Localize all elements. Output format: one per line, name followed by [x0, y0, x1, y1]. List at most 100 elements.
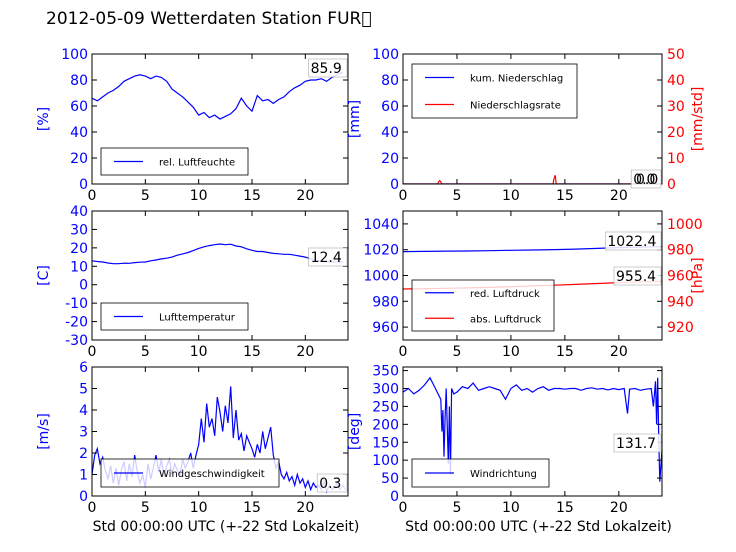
temperature-ytick-label-7: 40	[70, 204, 88, 220]
humidity-panel: 0 5 10 15 20 0 20 40 60 80 100 [%] rel. Luftfeuchte 8…	[36, 47, 349, 204]
pressure-ytick-label-3: 1020	[363, 243, 399, 259]
wind-speed-ytick-label-3: 3	[79, 425, 88, 441]
wind-speed-legend-box	[100, 458, 280, 488]
humidity-xtick-label-2: 10	[190, 188, 208, 204]
temperature-value-box: 12.4	[308, 247, 348, 267]
precipitation-value-box-2-text: 0.0	[636, 172, 658, 188]
pressure-xtick-label-4: 20	[610, 344, 628, 360]
wind-direction-value-box-text: 131.7	[616, 436, 656, 452]
temperature-ytick-label-0: -30	[65, 333, 88, 349]
pressure-xtick-label-2: 10	[502, 344, 520, 360]
precipitation-y2tick-label-4: 40	[667, 73, 685, 89]
pressure-value-box-2-text: 955.4	[616, 269, 656, 285]
humidity-value-box: 85.9	[308, 58, 348, 78]
wind-speed-ytick-label-1: 1	[79, 468, 88, 484]
wind-direction-ytick-label-7: 350	[372, 364, 399, 380]
precipitation-ytick-label-1: 20	[381, 151, 399, 167]
temperature-xtick-label-3: 15	[243, 344, 261, 360]
wind-direction-xtick-label-2: 10	[502, 500, 520, 516]
wind-speed-ytick-label-0: 0	[79, 489, 88, 505]
wind-direction-legend-label-0: Windrichtung	[470, 469, 537, 480]
wind-speed-xtick-label-2: 10	[190, 500, 208, 516]
wind-direction-value-box: 131.7	[613, 433, 662, 453]
precipitation-xtick-label-4: 20	[610, 188, 628, 204]
pressure-legend-label-0: red. Luftdruck	[470, 289, 540, 300]
wind-direction-xtick-label-4: 20	[610, 500, 628, 516]
humidity-legend: rel. Luftfeuchte	[100, 147, 249, 176]
humidity-xtick-label-1: 5	[141, 188, 150, 204]
pressure-value-box-text: 1022.4	[607, 234, 656, 250]
pressure-legend-box	[411, 279, 555, 332]
precipitation-legend: kum. Niederschlag Niederschlagsrate	[411, 63, 578, 119]
pressure-ytick-label-2: 1000	[363, 269, 399, 285]
temperature-ytick-label-3: 0	[79, 278, 88, 294]
pressure-value-box: 1022.4	[605, 231, 662, 251]
precipitation-panel: 0 5 10 15 20 0 20 40 60 80 100 0 10 20 30 40 50 [mm] [mm/s…	[347, 47, 706, 204]
temperature-ytick-label-2: -10	[65, 296, 88, 312]
precipitation-ylabel: [mm]	[347, 100, 363, 138]
wind-direction-ytick-label-5: 250	[372, 399, 399, 415]
pressure-xtick-label-1: 5	[452, 344, 461, 360]
precipitation-y2tick-label-1: 10	[667, 151, 685, 167]
humidity-xtick-label-4: 20	[296, 188, 314, 204]
precipitation-ytick-label-0: 0	[390, 177, 399, 193]
wind-speed-xtick-label-3: 15	[243, 500, 261, 516]
temperature-xtick-label-0: 0	[88, 344, 97, 360]
wind-speed-legend: Windgeschwindigkeit	[100, 458, 280, 488]
precipitation-xtick-label-0: 0	[399, 188, 408, 204]
precipitation-xtick-label-3: 15	[556, 188, 574, 204]
humidity-ylabel: [%]	[36, 107, 52, 131]
temperature-legend-label-0: Lufttemperatur	[159, 313, 236, 324]
wind-speed-value-box-text: 0.3	[319, 476, 341, 492]
humidity-ytick-label-4: 80	[70, 73, 88, 89]
temperature-xtick-label-4: 20	[296, 344, 314, 360]
wind-direction-value-box-frame	[613, 433, 662, 453]
precipitation-value-box-frame	[630, 169, 662, 189]
pressure-y2label: [hPa]	[690, 257, 706, 293]
pressure-ytick-label-4: 1040	[363, 217, 399, 233]
precipitation-ytick-label-3: 60	[381, 99, 399, 115]
pressure-xtick-label-0: 0	[399, 344, 408, 360]
precipitation-legend-box	[411, 63, 578, 119]
precipitation-legend-label-1: Niederschlagsrate	[470, 101, 561, 112]
wind-speed-ylabel: [m/s]	[36, 413, 52, 450]
temperature-value-box-text: 12.4	[311, 250, 342, 266]
wind-speed-xlabel: Std 00:00:00 UTC (+-22 Std Lokalzeit)	[93, 519, 360, 535]
wind-speed-ytick-label-6: 6	[79, 360, 88, 376]
precipitation-xtick-label-1: 5	[452, 188, 461, 204]
wind-speed-legend-label-0: Windgeschwindigkeit	[159, 469, 265, 480]
figure-title: 2012-05-09 Wetterdaten Station FUR 	[46, 9, 372, 29]
humidity-xtick-label-3: 15	[243, 188, 261, 204]
pressure-y2tick-label-3: 980	[667, 243, 694, 259]
pressure-value-box-frame	[605, 231, 662, 251]
wind-direction-legend: Windrichtung	[411, 458, 550, 488]
temperature-ylabel: [C]	[36, 265, 52, 286]
pressure-y2tick-label-2: 960	[667, 269, 694, 285]
wind-direction-series-line-0	[403, 376, 662, 482]
pressure-ytick-label-1: 980	[372, 294, 399, 310]
precipitation-y2tick-label-2: 20	[667, 125, 685, 141]
humidity-series-line-0	[92, 71, 343, 120]
pressure-y2tick-label-0: 920	[667, 320, 694, 336]
precipitation-xtick-label-2: 10	[502, 188, 520, 204]
wind-speed-value-box-frame	[316, 473, 348, 493]
humidity-ytick-label-5: 100	[61, 47, 88, 63]
pressure-ytick-label-0: 960	[372, 320, 399, 336]
wind-direction-xtick-label-1: 5	[452, 500, 461, 516]
wind-direction-ytick-label-0: 0	[390, 489, 399, 505]
wind-direction-ytick-label-4: 200	[372, 417, 399, 433]
precipitation-ytick-label-4: 80	[381, 73, 399, 89]
pressure-y2tick-label-4: 1000	[667, 217, 703, 233]
temperature-ytick-label-6: 30	[70, 222, 88, 238]
humidity-legend-label-0: rel. Luftfeuchte	[159, 158, 235, 169]
precipitation-legend-label-0: kum. Niederschlag	[470, 74, 563, 85]
precipitation-ytick-label-2: 40	[381, 125, 399, 141]
wind-direction-axes-frame	[402, 366, 663, 497]
wind-direction-xlabel: Std 00:00:00 UTC (+-22 Std Lokalzeit)	[405, 519, 672, 535]
pressure-value-box-2-frame	[613, 266, 662, 286]
wind-speed-ytick-label-2: 2	[79, 446, 88, 462]
precipitation-value-box: 0.0	[630, 169, 662, 189]
precipitation-y2tick-label-5: 50	[667, 47, 685, 63]
